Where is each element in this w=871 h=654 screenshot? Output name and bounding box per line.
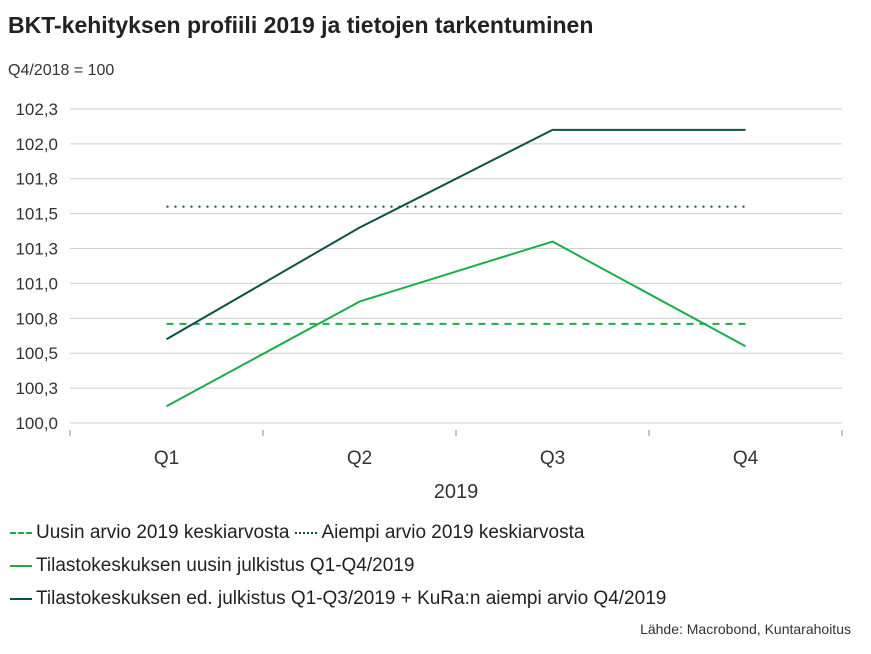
legend-label: Tilastokeskuksen ed. julkistus Q1-Q3/201…: [36, 587, 667, 609]
chart-title: BKT-kehityksen profiili 2019 ja tietojen…: [8, 12, 594, 38]
legend-row-1: Uusin arvio 2019 keskiarvosta Aiempi arv…: [10, 516, 666, 549]
legend-row-3: Tilastokeskuksen ed. julkistus Q1-Q3/201…: [10, 582, 666, 615]
gridlines: [70, 108, 842, 424]
series-lines: [165, 128, 746, 408]
source-note: Lähde: Macrobond, Kuntarahoitus: [640, 621, 851, 637]
x-axis: Q1 Q2 Q3 Q4: [69, 430, 843, 469]
y-tick-label: 100,5: [15, 344, 58, 363]
legend-swatch-dashed: [10, 531, 32, 534]
line-chart: 100,0 100,3 100,5 100,8 101,0 101,3 101,5 101,8…: [15, 100, 843, 503]
legend-swatch-dotted: [295, 531, 318, 534]
y-tick-label: 101,0: [15, 274, 58, 293]
legend: Uusin arvio 2019 keskiarvosta Aiempi arv…: [10, 516, 666, 615]
legend-swatch-solid-light: [10, 564, 32, 567]
y-tick-label: 100,8: [15, 309, 58, 328]
y-axis-ticks: 100,0 100,3 100,5 100,8 101,0 101,3 101,5 101,8…: [15, 100, 58, 433]
x-tick-label: Q3: [540, 448, 565, 469]
legend-label: Tilastokeskuksen uusin julkistus Q1-Q4/2…: [36, 554, 415, 576]
y-tick-label: 101,8: [15, 170, 58, 189]
y-tick-label: 101,5: [15, 205, 58, 224]
legend-swatch-solid-dark: [10, 597, 32, 600]
x-axis-title: 2019: [434, 481, 479, 503]
legend-item-latest-release: Tilastokeskuksen uusin julkistus Q1-Q4/2…: [10, 555, 414, 577]
x-tick-label: Q4: [733, 448, 759, 469]
y-tick-label: 100,0: [15, 414, 58, 433]
legend-item-previous-release: Tilastokeskuksen ed. julkistus Q1-Q3/201…: [10, 588, 666, 610]
legend-item-previous-estimate: Aiempi arvio 2019 keskiarvosta: [295, 522, 584, 544]
legend-label: Aiempi arvio 2019 keskiarvosta: [321, 521, 585, 543]
y-tick-label: 101,3: [15, 240, 58, 259]
y-axis-unit-label: Q4/2018 = 100: [8, 62, 115, 79]
series-line-4: [165, 128, 746, 341]
x-tick-label: Q2: [347, 448, 372, 469]
y-tick-label: 102,0: [15, 135, 58, 154]
x-tick-label: Q1: [154, 448, 179, 469]
legend-label: Uusin arvio 2019 keskiarvosta: [36, 521, 290, 543]
legend-item-new-estimate: Uusin arvio 2019 keskiarvosta: [10, 522, 289, 544]
legend-row-2: Tilastokeskuksen uusin julkistus Q1-Q4/2…: [10, 549, 666, 582]
series-line-3: [166, 240, 746, 408]
y-tick-label: 102,3: [15, 100, 58, 119]
y-tick-label: 100,3: [15, 379, 58, 398]
